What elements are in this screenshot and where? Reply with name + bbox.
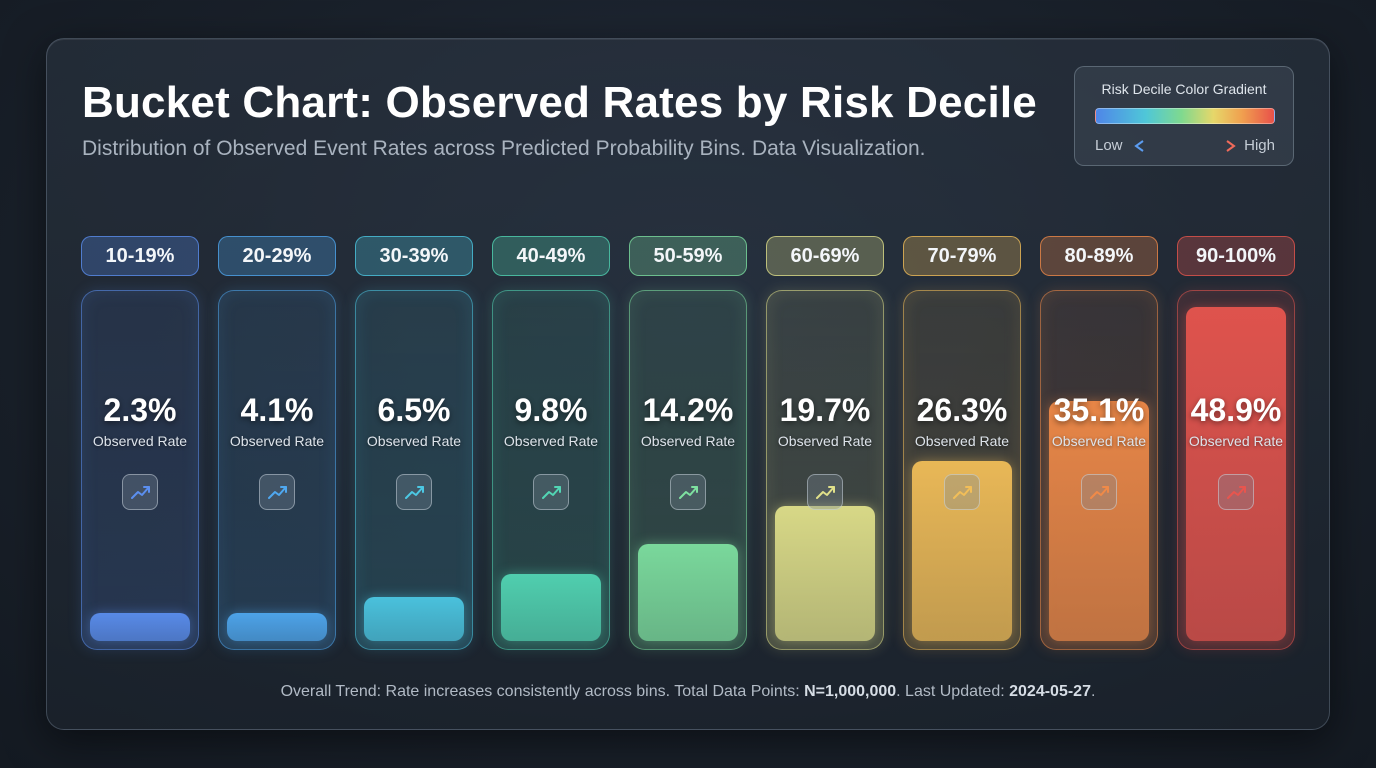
bin-label-8: 80-89% [1040, 236, 1158, 276]
observed-rate-label: Observed Rate [1051, 433, 1147, 449]
bucket-value-4: 9.8% [514, 392, 588, 428]
bin-label-6: 60-69% [766, 236, 884, 276]
observed-rate-label: Observed Rate [914, 433, 1010, 449]
bucket-value-8: 35.1% [1053, 392, 1145, 428]
bucket-fill-7 [912, 461, 1012, 641]
observed-rate-label: Observed Rate [777, 433, 873, 449]
observed-rate-label: Observed Rate [92, 433, 188, 449]
bucket-5 [629, 290, 747, 650]
bucket-value-5: 14.2% [642, 392, 734, 428]
bin-label-3: 30-39% [355, 236, 473, 276]
trend-up-icon [122, 474, 158, 510]
bucket-value-3: 6.5% [377, 392, 451, 428]
trend-up-icon [259, 474, 295, 510]
footer-mid: . Last Updated: [896, 683, 1010, 700]
bin-label-9: 90-100% [1177, 236, 1295, 276]
footer-note: Overall Trend: Rate increases consistent… [0, 683, 1376, 701]
observed-rate-label: Observed Rate [366, 433, 462, 449]
bucket-value-7: 26.3% [916, 392, 1008, 428]
bin-label-1: 10-19% [81, 236, 199, 276]
bucket-value-6: 19.7% [779, 392, 871, 428]
legend-gradient-bar [1095, 108, 1275, 124]
trend-up-icon [396, 474, 432, 510]
bucket-fill-3 [364, 596, 464, 641]
trend-up-icon [670, 474, 706, 510]
double-arrow-icon [1134, 140, 1236, 152]
trend-up-icon [1081, 474, 1117, 510]
legend-low-label: Low [1095, 137, 1123, 154]
footer-text: Overall Trend: Rate increases consistent… [280, 683, 805, 700]
bucket-3 [355, 290, 473, 650]
bucket-8 [1040, 290, 1158, 650]
trend-up-icon [807, 474, 843, 510]
bucket-6 [766, 290, 884, 650]
bin-label-4: 40-49% [492, 236, 610, 276]
trend-up-icon [944, 474, 980, 510]
chart-subtitle: Distribution of Observed Event Rates acr… [82, 137, 926, 160]
bucket-value-9: 48.9% [1190, 392, 1282, 428]
bin-label-2: 20-29% [218, 236, 336, 276]
bucket-2 [218, 290, 336, 650]
bucket-fill-9 [1186, 306, 1286, 641]
bucket-value-1: 2.3% [103, 392, 177, 428]
bucket-7 [903, 290, 1021, 650]
footer-n-value: N=1,000,000 [804, 683, 897, 700]
footer-date: 2024-05-27 [1009, 683, 1091, 700]
observed-rate-label: Observed Rate [1188, 433, 1284, 449]
bucket-fill-6 [775, 506, 875, 641]
observed-rate-label: Observed Rate [229, 433, 325, 449]
legend-high-label: High [1244, 137, 1275, 154]
bucket-4 [492, 290, 610, 650]
trend-up-icon [533, 474, 569, 510]
trend-up-icon [1218, 474, 1254, 510]
bucket-fill-4 [501, 573, 601, 641]
bucket-fill-8 [1049, 400, 1149, 641]
bin-label-5: 50-59% [629, 236, 747, 276]
chart-title: Bucket Chart: Observed Rates by Risk Dec… [82, 78, 1037, 127]
bucket-fill-5 [638, 543, 738, 641]
bin-label-7: 70-79% [903, 236, 1021, 276]
bucket-fill-1 [90, 613, 190, 641]
bucket-9 [1177, 290, 1295, 650]
observed-rate-label: Observed Rate [503, 433, 599, 449]
bucket-fill-2 [227, 612, 327, 641]
color-legend: Risk Decile Color Gradient Low High [1074, 66, 1294, 166]
observed-rate-label: Observed Rate [640, 433, 736, 449]
footer-end: . [1090, 683, 1096, 700]
bucket-value-2: 4.1% [240, 392, 314, 428]
bucket-1 [81, 290, 199, 650]
legend-title: Risk Decile Color Gradient [1101, 81, 1267, 97]
